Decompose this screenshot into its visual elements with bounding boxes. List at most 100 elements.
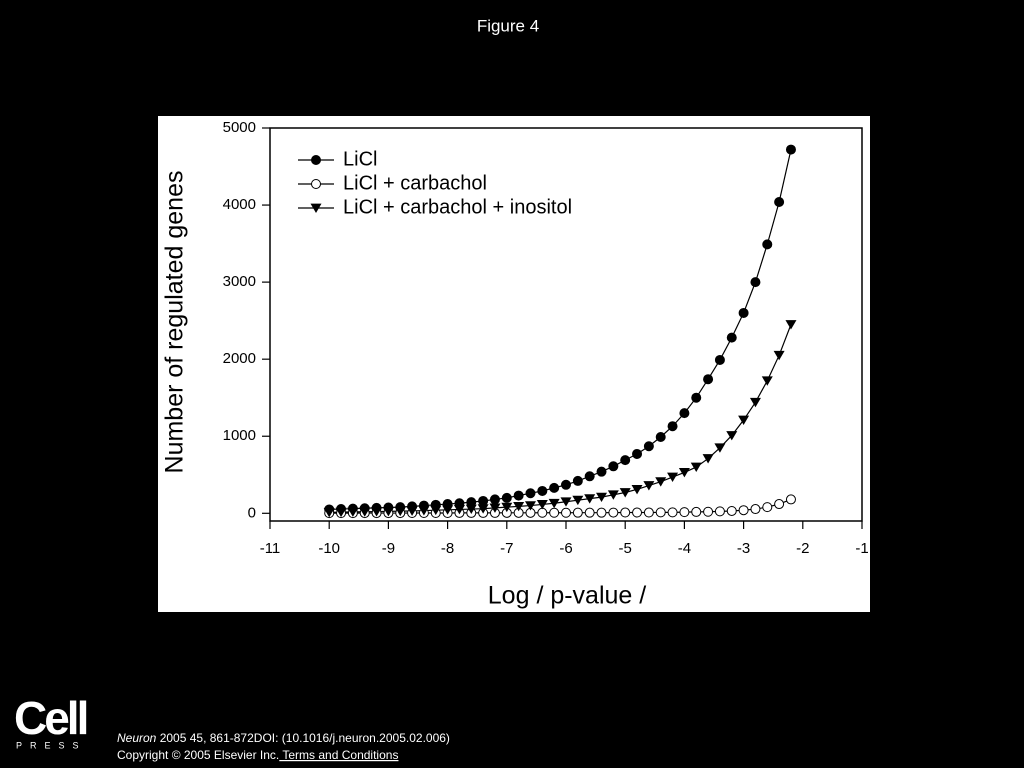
- data-point: [691, 392, 702, 403]
- data-point: [679, 408, 690, 419]
- data-point: [738, 415, 750, 426]
- data-point: [572, 507, 583, 518]
- data-point: [537, 507, 548, 518]
- data-point: [608, 461, 619, 472]
- data-point: [596, 507, 607, 518]
- x-tick-label: -7: [500, 540, 513, 557]
- data-point: [619, 488, 631, 498]
- data-point: [703, 374, 714, 385]
- data-point: [714, 354, 725, 365]
- x-tick-label: -8: [441, 540, 454, 557]
- data-point: [347, 507, 359, 517]
- series-line: [329, 149, 792, 511]
- data-point: [774, 499, 785, 510]
- data-point: [738, 505, 749, 516]
- data-point: [584, 471, 595, 482]
- data-point: [501, 502, 513, 513]
- y-tick-label: 2000: [223, 350, 256, 367]
- y-tick-label: 3000: [223, 273, 256, 290]
- data-point: [750, 504, 761, 515]
- x-tick-label: -4: [678, 540, 691, 557]
- legend-label: LiCl + carbachol + inositol: [343, 196, 572, 218]
- data-point: [655, 507, 666, 518]
- data-point: [655, 432, 666, 443]
- data-point: [667, 507, 678, 518]
- y-tick-label: 1000: [223, 427, 256, 444]
- data-point: [418, 506, 430, 516]
- data-point: [406, 506, 418, 516]
- series-line: [329, 498, 792, 514]
- data-point: [607, 490, 619, 500]
- data-point: [394, 506, 406, 517]
- data-point: [465, 504, 477, 515]
- data-point: [726, 431, 738, 441]
- chart-panel: [158, 116, 870, 612]
- citation-text: 2005 45, 861-872DOI: (10.1016/j.neuron.2…: [156, 731, 450, 745]
- data-point: [513, 490, 524, 501]
- data-point: [549, 482, 560, 493]
- logo: Cell: [14, 692, 87, 744]
- x-tick-label: -1: [855, 540, 868, 557]
- terms-link[interactable]: Terms and Conditions: [279, 748, 398, 762]
- data-point: [548, 498, 560, 509]
- data-point: [596, 492, 608, 503]
- copyright: Copyright © 2005 Elsevier Inc. Terms and…: [117, 748, 398, 762]
- data-point: [762, 502, 773, 513]
- data-point: [596, 466, 607, 477]
- data-point: [738, 307, 749, 318]
- data-point: [678, 468, 690, 478]
- data-point: [525, 488, 536, 499]
- legend-marker: [310, 203, 322, 213]
- data-point: [524, 501, 536, 511]
- data-point: [453, 505, 465, 515]
- data-point: [489, 503, 501, 513]
- data-point: [608, 507, 619, 518]
- data-point: [667, 421, 678, 432]
- data-point: [679, 507, 690, 518]
- data-point: [726, 332, 737, 343]
- legend-marker: [311, 179, 321, 189]
- data-point: [359, 507, 371, 517]
- citation: Neuron 2005 45, 861-872DOI: (10.1016/j.n…: [117, 731, 450, 745]
- data-point: [620, 455, 631, 466]
- data-point: [537, 485, 548, 496]
- data-point: [584, 507, 595, 518]
- data-point: [785, 144, 796, 155]
- data-point: [560, 497, 572, 507]
- data-point: [478, 495, 489, 506]
- data-point: [762, 239, 773, 250]
- data-point: [749, 397, 761, 408]
- data-point: [690, 462, 702, 473]
- copyright-text: Copyright © 2005 Elsevier Inc.: [117, 748, 279, 762]
- data-point: [785, 320, 797, 330]
- data-point: [785, 494, 796, 505]
- x-tick-label: -3: [737, 540, 750, 557]
- data-point: [501, 492, 512, 503]
- x-tick-label: -5: [619, 540, 632, 557]
- journal: Neuron: [117, 731, 157, 745]
- data-point: [691, 506, 702, 517]
- data-point: [643, 441, 654, 452]
- data-point: [584, 494, 596, 504]
- data-point: [643, 507, 654, 518]
- data-point: [489, 494, 500, 505]
- legend-label: LiCl + carbachol: [343, 172, 487, 194]
- data-point: [726, 505, 737, 516]
- legend-marker: [311, 155, 321, 165]
- data-point: [572, 495, 584, 506]
- data-point: [572, 475, 583, 486]
- x-tick-label: -10: [318, 540, 340, 557]
- data-point: [561, 507, 571, 518]
- data-point: [536, 500, 548, 510]
- x-tick-label: -2: [796, 540, 809, 557]
- logo-sub: PRESS: [16, 740, 87, 750]
- data-point: [773, 350, 785, 361]
- data-point: [323, 507, 335, 518]
- data-point: [430, 505, 442, 516]
- y-tick-label: 4000: [223, 196, 256, 213]
- data-point: [702, 454, 714, 464]
- data-point: [631, 485, 643, 495]
- data-point: [620, 507, 631, 518]
